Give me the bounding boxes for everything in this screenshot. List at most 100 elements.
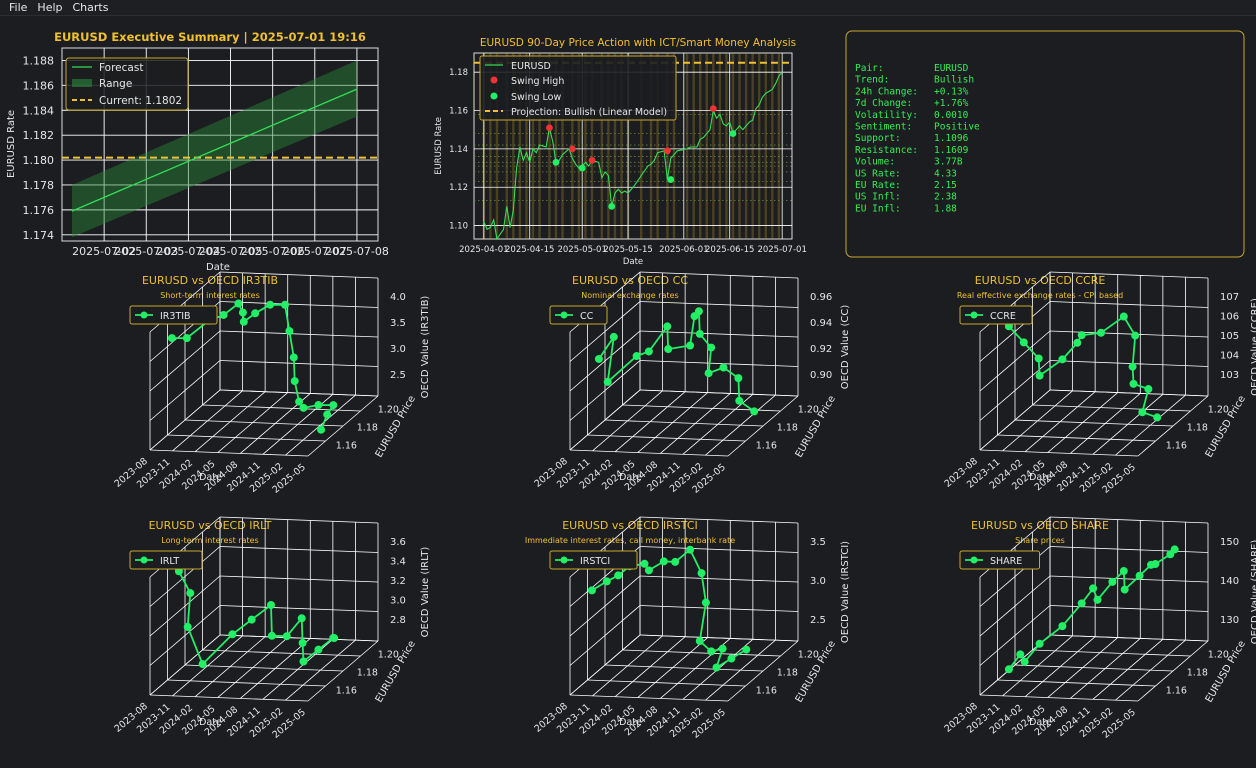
- oecd-data-point: [727, 654, 736, 663]
- summary-xtick: 2025-07-08: [325, 245, 389, 258]
- floor-gridline: [587, 434, 746, 442]
- oecd-data-point: [219, 310, 228, 319]
- price-tick: 1.20: [1208, 650, 1229, 661]
- floor-gridline: [979, 449, 1139, 457]
- panel-grid: [149, 516, 379, 702]
- panel-legend-marker: [560, 311, 568, 319]
- oecd-data-point: [594, 354, 603, 363]
- backwall-gridline: [219, 634, 379, 642]
- oecd-data-point: [298, 638, 307, 647]
- floor-gridline: [997, 434, 1156, 442]
- oecd-data-point: [1019, 338, 1028, 347]
- backwall-gridline: [1049, 330, 1209, 338]
- price-legend: EURUSD Swing High Swing Low Projection: …: [479, 55, 677, 121]
- panel-legend-marker: [970, 556, 978, 564]
- sidewall-gridline: [149, 389, 221, 451]
- summary-legend: Forecast Range Current: 1.1802: [65, 57, 189, 111]
- panel-legend-label: CC: [580, 311, 594, 322]
- menu-help[interactable]: Help: [37, 0, 63, 14]
- backwall-gridline: [639, 605, 799, 612]
- oecd-data-point: [1131, 331, 1140, 340]
- oecd-data-point: [1170, 545, 1179, 554]
- session-band: [561, 53, 564, 239]
- oecd-data-point: [1004, 665, 1013, 674]
- session-band: [758, 53, 761, 239]
- stat-value: Positive: [934, 122, 980, 133]
- z-tick: 3.0: [390, 596, 406, 607]
- session-band: [584, 53, 587, 239]
- sidewall-gridline: [569, 634, 641, 696]
- oecd-data-point: [1144, 385, 1153, 394]
- z-tick: 0.92: [810, 344, 832, 355]
- floor-gridline: [149, 449, 309, 457]
- z-tick: 3.0: [810, 576, 826, 587]
- oecd-data-point: [602, 577, 611, 586]
- price-xtick: 2025-05-15: [603, 245, 652, 255]
- z-tick: 2.8: [390, 615, 406, 626]
- menu-file[interactable]: File: [9, 0, 28, 14]
- oecd-data-point: [640, 559, 649, 568]
- oecd-data-point: [1135, 571, 1144, 580]
- swing-high-point: [709, 105, 717, 113]
- backwall-gridline: [1049, 605, 1209, 612]
- panel-grid: [979, 271, 1209, 457]
- stat-key: Resistance:: [855, 145, 918, 156]
- oecd-data-point: [1035, 371, 1044, 380]
- oecd-data-point: [1058, 355, 1067, 364]
- oecd-data-point: [1077, 331, 1086, 340]
- price-xtick: 2025-05-01: [557, 245, 606, 255]
- z-tick: 150: [1220, 537, 1239, 548]
- price-tick: 1.18: [777, 668, 798, 679]
- price-xtick: 2025-06-15: [705, 245, 754, 255]
- oecd-data-point: [1129, 379, 1138, 388]
- backwall-gridline: [1049, 271, 1209, 279]
- oecd-data-point: [609, 332, 618, 341]
- stat-key: 7d Change:: [855, 98, 912, 109]
- z-tick: 107: [1220, 292, 1239, 303]
- panel-legend-label: IRSTCI: [580, 556, 610, 567]
- panel-legend-label: SHARE: [990, 556, 1022, 567]
- summary-ytick: 1.178: [23, 179, 55, 192]
- z-axis-label: OECD Value (IRLT): [420, 547, 431, 638]
- summary-ytick: 1.174: [23, 229, 55, 242]
- menu-charts[interactable]: Charts: [72, 0, 109, 14]
- oecd-data-point: [1089, 584, 1098, 593]
- z-tick: 2.5: [390, 370, 406, 381]
- backwall-gridline: [639, 271, 799, 279]
- oecd-data-point: [285, 327, 294, 336]
- stat-key: Trend:: [855, 75, 889, 86]
- oecd-data-point: [1138, 408, 1147, 417]
- panel-legend-box: [959, 550, 1040, 570]
- price-ytick: 1.18: [449, 68, 468, 78]
- price-ytick: 1.14: [449, 145, 468, 155]
- panel-subtitle: Immediate interest rates, call money, in…: [525, 536, 735, 545]
- oecd-data-point: [1034, 354, 1043, 363]
- oecd-data-point: [735, 396, 744, 405]
- session-band: [725, 53, 728, 239]
- oecd-data-point: [695, 637, 704, 645]
- stat-value: +1.76%: [934, 98, 969, 109]
- panel-legend-box: [129, 305, 218, 325]
- swing-high-point: [664, 147, 671, 155]
- z-tick: 106: [1220, 312, 1239, 323]
- floor-gridline: [979, 694, 1139, 702]
- price-tick: 1.18: [1187, 423, 1208, 434]
- floor-gridline: [184, 664, 344, 672]
- price-ytick: 1.16: [449, 107, 468, 117]
- backwall-gridline: [639, 389, 799, 397]
- oecd-data-point: [1058, 622, 1067, 631]
- z-axis-label: OECD Value (IR3TIB): [420, 296, 431, 399]
- z-axis-label: OECD Value (CC): [840, 305, 851, 390]
- oecd-data-point: [323, 410, 332, 419]
- floor-gridline: [569, 449, 729, 457]
- session-band: [666, 53, 669, 239]
- panel-legend-marker: [140, 556, 148, 564]
- forecast-range-band: [72, 60, 357, 238]
- oecd-data-point: [742, 645, 751, 654]
- oecd-data-point: [234, 299, 243, 308]
- summary-ytick: 1.182: [23, 129, 55, 142]
